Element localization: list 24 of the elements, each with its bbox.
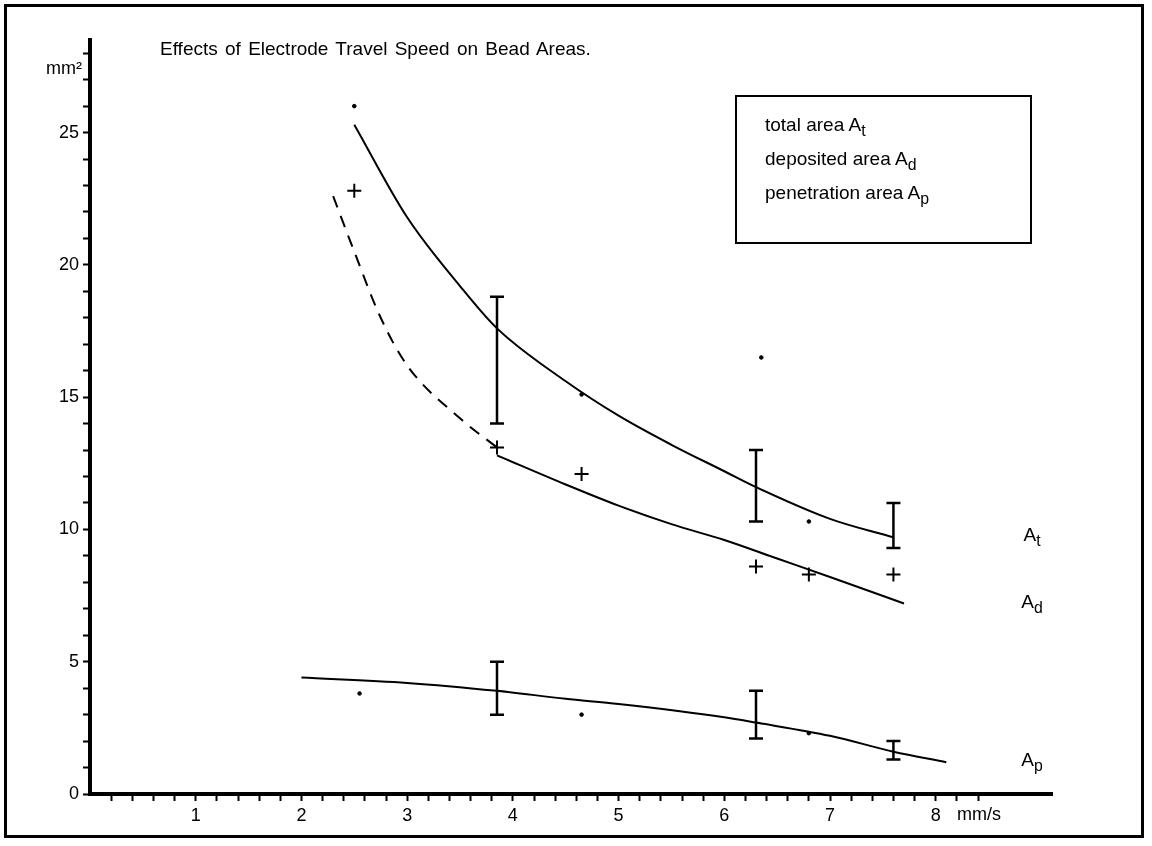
x-tick-label: 7: [824, 804, 836, 825]
y-tick-label: 25: [58, 121, 79, 142]
x-tick-label: 3: [402, 804, 413, 825]
note-box: total area A$_{t}$ deposited area A$_{d}$ penetration area A$_{p}$: [735, 95, 1032, 245]
y-tick-label: 20: [58, 253, 79, 274]
x-tick-label: 1: [190, 804, 201, 825]
y-tick-label: 15: [58, 386, 79, 407]
annotation: total area A$_{t}$: [765, 113, 867, 141]
x-tick-label: 6: [719, 804, 730, 825]
y-tick-label: 0: [68, 782, 79, 803]
x-tick-label: 2: [296, 804, 307, 825]
x-tick-label: 5: [613, 804, 624, 825]
y-tick-label: 10: [58, 518, 79, 539]
x-tick-label: 8: [930, 804, 941, 825]
text: A$_{t}$: [1023, 524, 1041, 551]
text: A$_{d}$: [1021, 590, 1043, 617]
x-axis-title: mm/s: [957, 804, 1001, 825]
annotation: deposited area A$_{d}$: [765, 146, 918, 175]
y-axis-title: mm²: [46, 58, 82, 79]
chart-title: Effects of Electrode Travel Speed on Bead Areas.: [160, 38, 591, 60]
y-tick-label: 5: [68, 650, 79, 671]
text: A$_{p}$: [1021, 749, 1043, 776]
x-tick-label: 4: [507, 804, 518, 825]
annotation: penetration area A$_{p}$: [765, 180, 931, 209]
